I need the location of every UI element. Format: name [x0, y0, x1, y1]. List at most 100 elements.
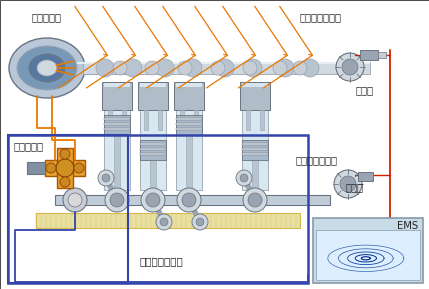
Bar [174, 82, 204, 110]
Bar [104, 83, 130, 87]
Bar [140, 148, 166, 150]
Text: 發動機管理系統: 發動機管理系統 [140, 256, 184, 266]
Circle shape [74, 163, 84, 173]
Circle shape [336, 53, 364, 81]
Bar [176, 83, 202, 87]
Bar [316, 230, 420, 280]
Bar [242, 140, 268, 160]
Bar [27, 162, 45, 174]
Circle shape [46, 163, 56, 173]
Ellipse shape [273, 61, 287, 75]
Bar [242, 143, 268, 145]
Circle shape [146, 193, 160, 207]
Bar [358, 172, 373, 181]
Bar [176, 123, 202, 125]
Circle shape [60, 177, 70, 187]
Circle shape [248, 193, 262, 207]
Bar [313, 218, 423, 283]
Circle shape [98, 170, 114, 186]
Bar [194, 110, 198, 130]
Circle shape [342, 59, 358, 75]
Bar [104, 128, 130, 130]
Bar [36, 213, 300, 228]
Ellipse shape [276, 59, 294, 77]
Bar [140, 140, 166, 160]
Circle shape [240, 174, 248, 182]
Bar [242, 148, 268, 150]
Bar [8, 135, 128, 283]
Ellipse shape [37, 60, 57, 76]
Ellipse shape [301, 59, 319, 77]
Text: EMS: EMS [397, 221, 418, 231]
Ellipse shape [17, 46, 77, 90]
Bar [55, 195, 330, 205]
Ellipse shape [243, 61, 257, 75]
Bar [8, 135, 308, 283]
Ellipse shape [293, 61, 307, 75]
Circle shape [243, 188, 267, 212]
Ellipse shape [124, 59, 142, 77]
Circle shape [63, 188, 87, 212]
Bar [140, 83, 166, 87]
Bar [246, 110, 250, 130]
Bar [140, 110, 166, 190]
Bar [122, 110, 126, 130]
Circle shape [141, 188, 165, 212]
Text: 相位調節器: 相位調節器 [32, 12, 62, 22]
Circle shape [160, 218, 168, 226]
Ellipse shape [113, 61, 127, 75]
Bar [176, 128, 202, 130]
Bar [138, 82, 168, 110]
Circle shape [340, 176, 356, 192]
Circle shape [60, 149, 70, 159]
Circle shape [177, 188, 201, 212]
Bar [108, 110, 112, 130]
Bar [57, 148, 73, 188]
Ellipse shape [216, 59, 234, 77]
Text: 凸輪位置傳感器: 凸輪位置傳感器 [300, 12, 342, 22]
Bar [176, 110, 202, 190]
Ellipse shape [96, 59, 114, 77]
Ellipse shape [156, 59, 174, 77]
Bar [158, 110, 162, 130]
Circle shape [156, 214, 172, 230]
Circle shape [102, 174, 110, 182]
Bar [240, 82, 270, 110]
Circle shape [334, 170, 362, 198]
Bar [180, 110, 184, 130]
Bar [150, 160, 156, 195]
Bar [360, 50, 378, 60]
Ellipse shape [9, 38, 85, 98]
Ellipse shape [29, 54, 65, 82]
Bar [102, 82, 132, 110]
Bar [140, 143, 166, 145]
Bar [45, 160, 85, 176]
Bar [114, 135, 120, 195]
Text: 曲軸位置傳感器: 曲軸位置傳感器 [295, 155, 337, 165]
Circle shape [192, 214, 208, 230]
Ellipse shape [211, 61, 225, 75]
Bar [176, 115, 202, 135]
Bar [252, 160, 258, 195]
Text: 信號盤: 信號盤 [355, 85, 373, 95]
Bar [186, 135, 192, 195]
Text: 信號盤: 信號盤 [345, 182, 363, 192]
Circle shape [56, 159, 74, 177]
Bar [75, 62, 370, 64]
Bar [242, 83, 268, 87]
Ellipse shape [184, 59, 202, 77]
Bar [242, 110, 268, 190]
Ellipse shape [178, 61, 192, 75]
Ellipse shape [244, 59, 262, 77]
Circle shape [196, 218, 204, 226]
Bar [260, 110, 264, 130]
Circle shape [236, 170, 252, 186]
Circle shape [182, 193, 196, 207]
Bar [104, 118, 130, 120]
Bar [104, 110, 130, 190]
Bar [144, 110, 148, 130]
Bar [378, 52, 386, 58]
Circle shape [68, 193, 82, 207]
Ellipse shape [145, 61, 159, 75]
Bar [104, 123, 130, 125]
